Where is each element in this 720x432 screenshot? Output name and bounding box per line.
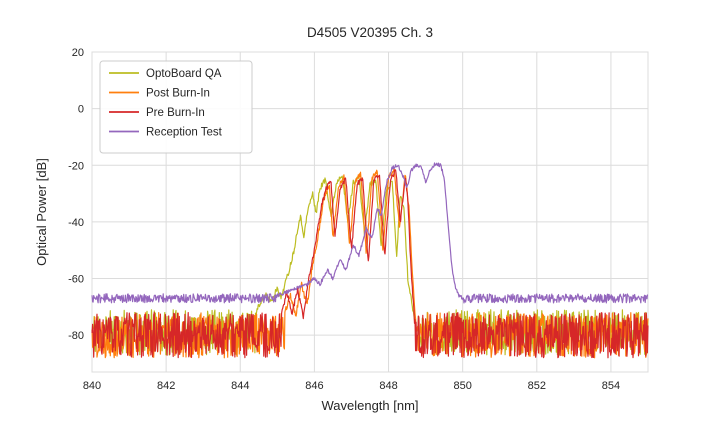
y-tick-label: -40 [68, 217, 84, 229]
series-line-reception-test [91, 162, 649, 304]
y-tick-label: -60 [68, 274, 84, 286]
chart-title: D4505 V20395 Ch. 3 [307, 25, 433, 40]
series-line-pre-burn-in [91, 169, 649, 359]
plot-frame [91, 51, 649, 373]
y-axis-label: Optical Power [dB] [34, 158, 49, 266]
x-tick-label: 850 [453, 380, 471, 392]
legend: OptoBoard QA Post Burn-In Pre Burn-In Recep… [99, 60, 253, 154]
legend-item-label: Post Burn-In [146, 88, 210, 100]
legend-item-label: Pre Burn-In [146, 107, 205, 119]
x-tick-label: 844 [231, 380, 249, 392]
x-tick-label: 854 [602, 380, 620, 392]
legend-box [99, 60, 253, 154]
x-axis-label: Wavelength [nm] [321, 398, 418, 413]
x-tick-label: 852 [528, 380, 546, 392]
y-tick-label: 0 [78, 104, 84, 116]
y-tick-label: 20 [72, 47, 84, 59]
tick-layer: 840 842 844 846 848 850 852 854 20 0 -20 -40 -60 -80 [68, 47, 620, 392]
legend-item-label: OptoBoard QA [146, 68, 222, 80]
legend-item-label: Reception Test [146, 127, 223, 139]
y-tick-label: -20 [68, 160, 84, 172]
x-tick-label: 848 [379, 380, 397, 392]
x-tick-label: 842 [157, 380, 175, 392]
y-tick-label: -80 [68, 330, 84, 342]
x-tick-label: 846 [305, 380, 323, 392]
x-tick-label: 840 [83, 380, 101, 392]
series-layer [91, 162, 649, 359]
